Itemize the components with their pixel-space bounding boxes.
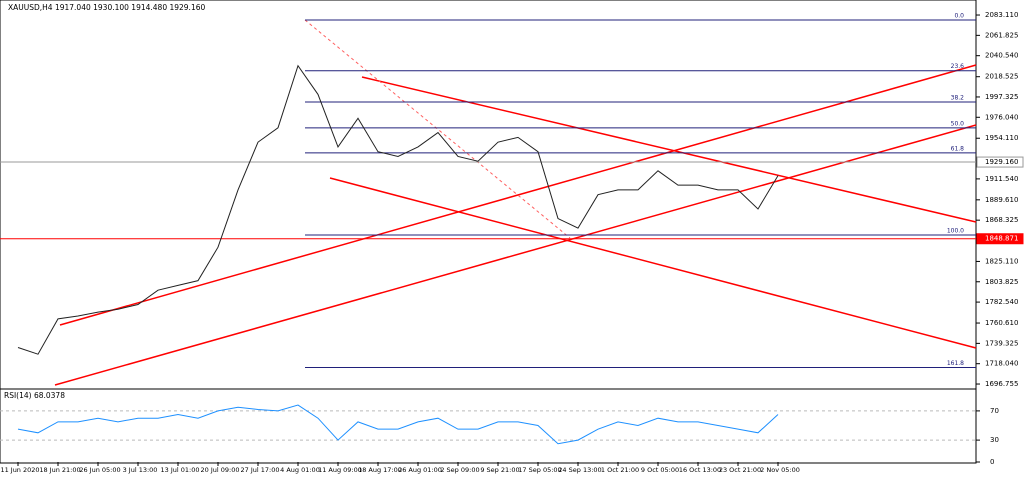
plot-frame (0, 0, 977, 464)
y-tick-label: 1825.110 (985, 257, 1018, 265)
y-tick-label: 1868.325 (985, 216, 1018, 224)
fib-label: 0.0 (954, 13, 964, 20)
trendline (54, 124, 977, 386)
y-tick-label: 2061.825 (985, 31, 1018, 39)
price-tag (976, 156, 1024, 168)
trendlines (54, 64, 977, 386)
x-tick-label: 20 Jul 09:00 (201, 466, 240, 474)
x-tick-label: 11 Aug 09:00 (318, 466, 362, 474)
y-tick-label: 2083.110 (985, 11, 1018, 19)
y-tick-label: 1782.540 (985, 298, 1018, 306)
y-tick-label: 1954.110 (985, 134, 1018, 142)
x-tick-label: 3 Jul 13:00 (123, 466, 158, 474)
x-tick-label: 2 Sep 09:00 (440, 466, 479, 474)
fib-label: 161.8 (947, 360, 964, 367)
x-tick-label: 9 Sep 21:00 (480, 466, 519, 474)
price-tag (976, 233, 1024, 245)
fib-label: 38.2 (951, 95, 965, 102)
x-tick-label: 11 Jun 2020 (0, 466, 39, 474)
rsi-title: RSI(14) 68.0378 (4, 391, 65, 400)
fib-baseline (304, 19, 571, 239)
x-tick-label: 13 Jul 01:00 (161, 466, 200, 474)
x-tick-label: 18 Aug 17:00 (358, 466, 402, 474)
y-tick-label: 1976.040 (985, 113, 1018, 121)
fib-label: 23.6 (951, 63, 965, 70)
x-tick-label: 26 Aug 01:00 (398, 466, 442, 474)
y-tick-label: 1696.755 (985, 380, 1018, 388)
price-line (17, 404, 779, 445)
price-tag-label: 1848.871 (985, 235, 1018, 243)
y-tick-label: 2018.525 (985, 73, 1018, 81)
x-tick-label: 24 Sep 13:00 (558, 466, 601, 474)
price-tag-label: 1929.160 (985, 158, 1018, 166)
x-tick-label: 23 Oct 21:00 (719, 466, 761, 474)
x-tick-label: 17 Sep 05:00 (518, 466, 561, 474)
y-tick-label: 1739.325 (985, 339, 1018, 347)
y-tick-label: 1997.325 (985, 93, 1018, 101)
y-tick-label: 30 (990, 436, 999, 444)
trendline (329, 177, 977, 349)
y-tick-label: 1718.040 (985, 360, 1018, 368)
y-tick-label: 1803.825 (985, 278, 1018, 286)
fib-label: 50.0 (951, 120, 965, 127)
y-tick-label: 2040.540 (985, 52, 1018, 60)
trendline (361, 76, 977, 223)
price-line (17, 64, 779, 355)
y-tick-label: 1911.540 (985, 175, 1018, 183)
y-tick-label: 1889.610 (985, 196, 1018, 204)
x-tick-label: 4 Aug 01:00 (280, 466, 320, 474)
x-tick-label: 18 Jun 21:00 (39, 466, 80, 474)
chart-title: XAUUSD,H4 1917.040 1930.100 1914.480 192… (8, 3, 205, 12)
x-tick-label: 1 Oct 21:00 (601, 466, 639, 474)
y-tick-label: 0 (990, 458, 994, 466)
fib-label: 61.8 (951, 145, 965, 152)
x-tick-label: 9 Oct 05:00 (641, 466, 679, 474)
x-tick-label: 16 Oct 13:00 (679, 466, 721, 474)
y-tick-label: 1760.610 (985, 319, 1018, 327)
x-tick-label: 26 Jun 05:00 (79, 466, 120, 474)
trendline (59, 64, 977, 326)
x-tick-label: 27 Jul 17:00 (241, 466, 280, 474)
y-tick-label: 70 (990, 407, 999, 415)
x-tick-label: 2 Nov 05:00 (760, 466, 800, 474)
fib-label: 100.0 (947, 227, 964, 234)
